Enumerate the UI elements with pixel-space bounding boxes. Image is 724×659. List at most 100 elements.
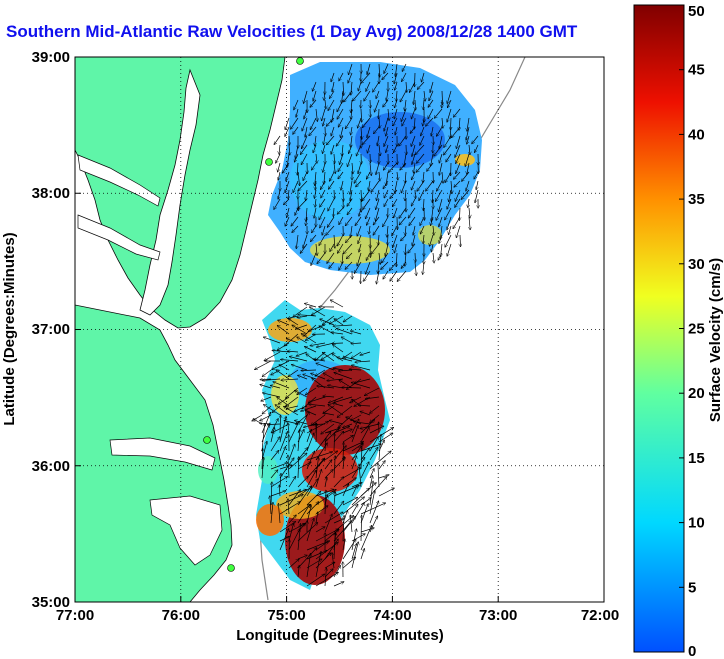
velocity-vector [333,207,334,217]
velocity-vector [429,90,434,101]
velocity-vector [313,144,317,153]
velocity-vector [345,261,353,269]
velocity-vector [336,328,353,335]
velocity-vector [434,144,443,156]
velocity-vector [421,126,425,136]
velocity-vector [298,180,308,191]
velocity-vector [423,261,424,275]
velocity-vector [356,144,362,156]
velocity-vector [447,216,452,230]
velocity-vector [338,162,344,172]
velocity-vector [330,300,344,308]
x-tick-label: 75:00 [267,607,305,624]
velocity-vector [297,504,310,524]
velocity-vector [453,216,461,229]
velocity-vector [411,198,416,206]
velocity-vector [364,387,380,396]
velocity-vector [310,117,317,130]
velocity-vector [306,553,311,578]
velocity-vector [447,243,452,256]
velocity-vector [342,539,345,551]
velocity-vector [314,207,317,218]
velocity-vector [433,252,434,263]
velocity-vector [288,455,289,479]
velocity-vector [288,515,296,524]
velocity-vector [263,337,281,344]
velocity-vector [377,135,379,146]
velocity-vector [447,99,452,108]
velocity-vector [338,117,344,127]
velocity-vector [358,405,371,406]
station-marker [227,564,235,572]
graticule [75,57,604,602]
velocity-vector [279,529,289,551]
velocity-vector [319,234,326,246]
velocity-vector [358,117,362,128]
velocity-vector [313,90,317,101]
velocity-vector [378,434,381,461]
velocity-vector [423,234,424,244]
velocity-vector [373,81,380,92]
velocity-vector [279,416,286,443]
velocity-vector [439,135,443,149]
velocity-vector [400,162,407,170]
velocity-vector [352,162,353,174]
velocity-vector [323,162,326,172]
velocity-vector [282,162,290,173]
velocity-vector [386,126,389,136]
velocity-vector [451,180,452,194]
velocity-vector [420,225,425,234]
velocity-vector [442,171,443,183]
velocity-vector [379,171,380,181]
velocity-vector [306,451,315,470]
velocity-vector [284,406,299,416]
velocity-vector [355,216,362,226]
velocity-vector [369,451,391,470]
y-axis: 39:00 38:00 37:00 36:00 35:00 Latitude (… [1,49,81,611]
velocity-vector [328,404,344,416]
velocity-vector [300,144,308,155]
velocity-vector [455,189,461,202]
velocity-vector [344,90,353,102]
velocity-vector [298,565,299,578]
velocity-vector [347,207,353,215]
velocity-vector [341,180,344,190]
velocity-vector [412,153,416,165]
velocity-vector [433,225,434,235]
velocity-vector [429,234,434,246]
velocity-vector [401,234,407,241]
velocity-vector [311,306,326,315]
velocity-vector [337,99,344,112]
velocity-vector [291,117,299,129]
velocity-vector [334,433,335,452]
sound-albemarle [109,437,216,471]
x-tick-label: 72:00 [581,607,619,624]
velocity-vector [333,403,344,407]
velocity-vector [408,243,416,253]
velocity-vector [365,261,371,274]
radar-stations[interactable] [203,57,304,572]
velocity-vector [384,135,389,147]
velocity-vector [324,569,333,578]
velocity-vector [332,553,335,569]
velocity-vector [359,243,362,252]
velocity-vector [375,207,380,221]
velocity-vector [301,405,317,411]
velocity-vector [456,162,461,174]
velocity-vector [329,420,344,425]
velocity-vector [396,90,397,101]
velocity-vector [370,162,371,176]
velocity-vector [279,365,290,371]
velocity-vector [334,319,344,326]
velocity-vector [342,468,361,479]
velocity-vector [279,502,301,515]
velocity-vector [317,252,326,264]
velocity-vector [467,162,470,175]
velocity-vector [405,99,406,111]
velocity-vector [393,144,398,153]
velocity-vector [342,478,356,488]
velocity-vector [417,180,425,191]
velocity-vector [261,457,264,479]
